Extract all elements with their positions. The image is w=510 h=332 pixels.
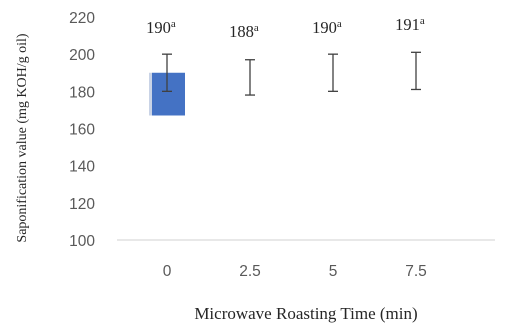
data-label: 190a <box>312 18 342 37</box>
data-label-superscript: a <box>337 18 342 30</box>
y-tick-label: 200 <box>69 47 95 64</box>
error-bar <box>162 53 172 92</box>
x-tick-label: 5 <box>329 263 338 280</box>
data-labels-group: 190a 188a 190a 191a <box>146 15 425 41</box>
bars-group <box>149 72 185 116</box>
data-label-superscript: a <box>420 15 425 27</box>
y-tick-label: 120 <box>69 196 95 213</box>
error-bar <box>411 51 421 91</box>
x-tick-label: 7.5 <box>405 263 427 280</box>
data-label: 188a <box>229 22 259 41</box>
data-label: 190a <box>146 18 176 37</box>
bar-hatch-edge <box>149 72 152 116</box>
y-tick-label: 220 <box>69 10 95 27</box>
x-tick-label: 0 <box>163 263 172 280</box>
error-bars-group <box>162 51 421 96</box>
data-label-value: 188 <box>229 22 254 41</box>
y-axis-ticks: 100 120 140 160 180 200 220 <box>69 10 95 250</box>
data-label-superscript: a <box>171 18 176 30</box>
y-tick-label: 160 <box>69 122 95 139</box>
error-bar <box>328 53 338 92</box>
y-axis-title: Saponification value (mg KOH/g oil) <box>15 33 30 243</box>
data-label: 191a <box>395 15 425 34</box>
y-tick-label: 100 <box>69 233 95 250</box>
x-tick-label: 2.5 <box>239 263 261 280</box>
x-axis-title: Microwave Roasting Time (min) <box>194 304 417 323</box>
error-bar <box>245 59 255 96</box>
data-label-value: 190 <box>146 18 171 37</box>
y-tick-label: 140 <box>69 159 95 176</box>
data-label-superscript: a <box>254 22 259 34</box>
bar <box>152 72 185 116</box>
data-label-value: 190 <box>312 18 337 37</box>
x-axis-ticks: 0 2.5 5 7.5 <box>163 263 427 280</box>
y-tick-label: 180 <box>69 84 95 101</box>
data-label-value: 191 <box>395 15 420 34</box>
